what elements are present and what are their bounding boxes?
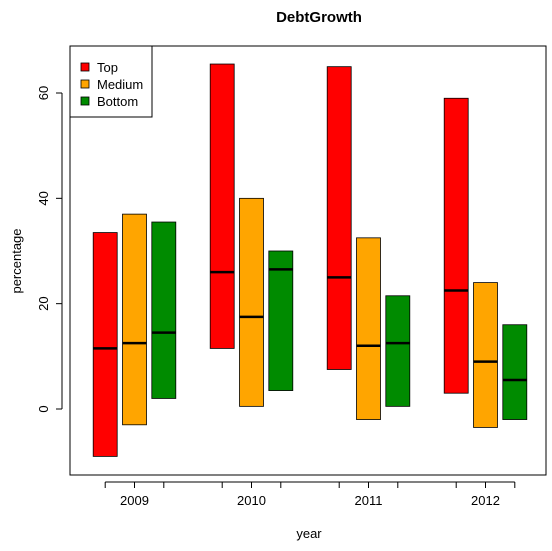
x-axis: 2009 2010 2011 2012	[104, 481, 516, 508]
x-tick-label-2010: 2010	[237, 493, 266, 508]
legend-label-top: Top	[97, 60, 118, 75]
y-tick-label: 60	[36, 86, 51, 100]
bar-top-2012	[443, 97, 469, 394]
bar-medium-2012	[473, 282, 498, 428]
bars-group	[92, 63, 528, 457]
bar-medium-2009	[122, 213, 147, 426]
bar-bottom-2010	[268, 250, 294, 391]
x-tick-label-2012: 2012	[471, 493, 500, 508]
bar-top-2009	[92, 232, 118, 457]
plot-frame	[69, 45, 547, 476]
bar-bottom-2009	[151, 221, 177, 399]
chart-title: DebtGrowth	[276, 9, 362, 26]
legend-label-medium: Medium	[97, 77, 143, 92]
bar-medium-2010	[239, 197, 264, 407]
legend-label-bottom: Bottom	[97, 94, 138, 109]
legend-swatch-top	[80, 62, 90, 72]
y-tick-label: 20	[36, 296, 51, 310]
y-axis: 0 20 40 60	[36, 86, 63, 413]
x-tick-label-2009: 2009	[120, 493, 149, 508]
y-tick-label: 40	[36, 191, 51, 205]
legend: Top Medium Bottom	[69, 45, 153, 118]
legend-swatch-medium	[80, 79, 90, 89]
bar-medium-2011	[356, 237, 381, 420]
bar-top-2010	[209, 63, 235, 349]
y-axis-title: percentage	[9, 228, 24, 293]
legend-swatch-bottom	[80, 96, 90, 106]
y-tick-label: 0	[36, 405, 51, 412]
x-axis-title: year	[296, 526, 322, 541]
bar-top-2011	[326, 66, 352, 370]
bar-bottom-2012	[502, 324, 528, 420]
bar-bottom-2011	[385, 295, 411, 407]
x-tick-label-2011: 2011	[355, 493, 383, 508]
